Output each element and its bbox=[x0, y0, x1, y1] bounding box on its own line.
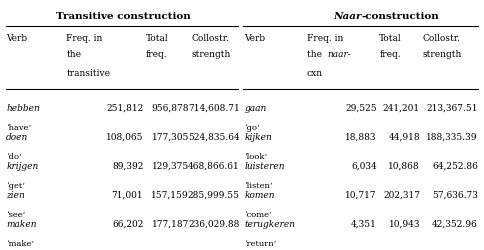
Text: 524,835.64: 524,835.64 bbox=[188, 133, 240, 142]
Text: 213,367.51: 213,367.51 bbox=[426, 104, 478, 113]
Text: ‘listen’: ‘listen’ bbox=[244, 182, 273, 190]
Text: Collostr.: Collostr. bbox=[423, 34, 460, 43]
Text: ‘do’: ‘do’ bbox=[6, 153, 22, 161]
Text: komen: komen bbox=[244, 191, 275, 200]
Text: luisteren: luisteren bbox=[244, 162, 285, 171]
Text: Naar: Naar bbox=[333, 12, 362, 21]
Text: ‘come’: ‘come’ bbox=[244, 211, 272, 219]
Text: Transitive construction: Transitive construction bbox=[56, 12, 191, 21]
Text: 236,029.88: 236,029.88 bbox=[188, 220, 240, 229]
Text: 89,392: 89,392 bbox=[112, 162, 143, 171]
Text: 241,201: 241,201 bbox=[383, 104, 420, 113]
Text: Verb: Verb bbox=[244, 34, 266, 43]
Text: 18,883: 18,883 bbox=[345, 133, 377, 142]
Text: Freq. in: Freq. in bbox=[66, 34, 103, 43]
Text: 10,943: 10,943 bbox=[389, 220, 420, 229]
Text: Freq. in: Freq. in bbox=[307, 34, 343, 43]
Text: transitive: transitive bbox=[66, 69, 110, 78]
Text: 10,868: 10,868 bbox=[389, 162, 420, 171]
Text: 714,608.71: 714,608.71 bbox=[188, 104, 240, 113]
Text: Collostr.: Collostr. bbox=[192, 34, 229, 43]
Text: the: the bbox=[66, 50, 81, 58]
Text: freq.: freq. bbox=[146, 50, 167, 58]
Text: cxn: cxn bbox=[307, 69, 323, 78]
Text: 29,525: 29,525 bbox=[345, 104, 377, 113]
Text: krijgen: krijgen bbox=[6, 162, 38, 171]
Text: ‘look’: ‘look’ bbox=[244, 153, 268, 161]
Text: 177,187: 177,187 bbox=[151, 220, 189, 229]
Text: Verb: Verb bbox=[6, 34, 27, 43]
Text: strength: strength bbox=[423, 50, 462, 58]
Text: strength: strength bbox=[192, 50, 231, 58]
Text: ‘have’: ‘have’ bbox=[6, 124, 31, 132]
Text: the: the bbox=[307, 50, 325, 58]
Text: maken: maken bbox=[6, 220, 37, 229]
Text: kijken: kijken bbox=[244, 133, 272, 142]
Text: 108,065: 108,065 bbox=[106, 133, 143, 142]
Text: terugkeren: terugkeren bbox=[244, 220, 295, 229]
Text: -construction: -construction bbox=[362, 12, 439, 21]
Text: 44,918: 44,918 bbox=[389, 133, 420, 142]
Text: 71,001: 71,001 bbox=[112, 191, 143, 200]
Text: 202,317: 202,317 bbox=[383, 191, 420, 200]
Text: 42,352.96: 42,352.96 bbox=[432, 220, 478, 229]
Text: 188,335.39: 188,335.39 bbox=[426, 133, 478, 142]
Text: 57,636.73: 57,636.73 bbox=[432, 191, 478, 200]
Text: ‘go’: ‘go’ bbox=[244, 124, 260, 132]
Text: Total: Total bbox=[146, 34, 168, 43]
Text: gaan: gaan bbox=[244, 104, 267, 113]
Text: naar-: naar- bbox=[328, 50, 351, 58]
Text: 10,717: 10,717 bbox=[345, 191, 377, 200]
Text: ‘return’: ‘return’ bbox=[244, 240, 277, 248]
Text: 64,252.86: 64,252.86 bbox=[432, 162, 478, 171]
Text: 66,202: 66,202 bbox=[112, 220, 143, 229]
Text: ‘get’: ‘get’ bbox=[6, 182, 25, 190]
Text: 4,351: 4,351 bbox=[351, 220, 377, 229]
Text: Total: Total bbox=[379, 34, 402, 43]
Text: 177,305: 177,305 bbox=[151, 133, 189, 142]
Text: 285,999.55: 285,999.55 bbox=[188, 191, 240, 200]
Text: 157,159: 157,159 bbox=[151, 191, 189, 200]
Text: 956,878: 956,878 bbox=[151, 104, 189, 113]
Text: hebben: hebben bbox=[6, 104, 40, 113]
Text: freq.: freq. bbox=[379, 50, 401, 58]
Text: 251,812: 251,812 bbox=[106, 104, 143, 113]
Text: ‘make’: ‘make’ bbox=[6, 240, 34, 248]
Text: ‘see’: ‘see’ bbox=[6, 211, 26, 219]
Text: doen: doen bbox=[6, 133, 29, 142]
Text: 6,034: 6,034 bbox=[351, 162, 377, 171]
Text: 129,375: 129,375 bbox=[152, 162, 189, 171]
Text: 468,866.61: 468,866.61 bbox=[188, 162, 240, 171]
Text: zien: zien bbox=[6, 191, 25, 200]
